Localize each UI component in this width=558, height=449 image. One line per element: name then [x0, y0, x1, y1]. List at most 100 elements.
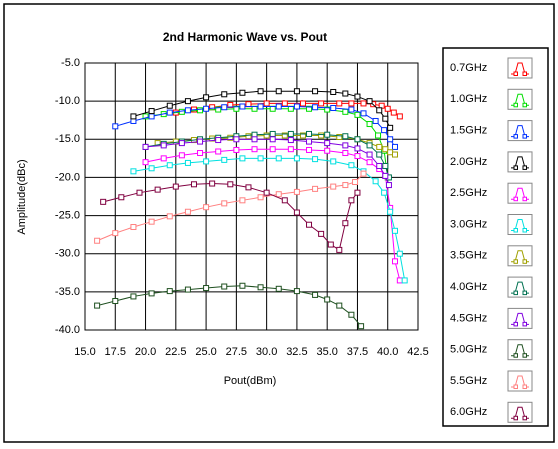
data-point — [391, 143, 398, 150]
data-point — [227, 134, 234, 141]
data-point — [385, 182, 392, 189]
data-point — [269, 130, 276, 137]
y-axis-label: Amplitude(dBc) — [16, 159, 28, 234]
data-point — [324, 147, 331, 154]
data-point — [382, 172, 389, 179]
data-point — [221, 156, 228, 163]
data-point — [376, 162, 383, 169]
legend-label: 2.0GHz — [450, 156, 487, 168]
data-point — [100, 198, 107, 205]
data-point — [306, 138, 313, 145]
legend-icon-marker — [513, 384, 518, 389]
data-point — [178, 152, 185, 159]
legend-icon-marker — [522, 290, 527, 296]
data-point — [330, 105, 337, 112]
data-point — [306, 105, 313, 112]
data-point — [382, 162, 389, 169]
data-point — [330, 158, 337, 165]
data-point — [215, 148, 222, 155]
data-point — [118, 194, 125, 201]
data-point — [360, 100, 367, 107]
data-point — [287, 130, 294, 137]
data-point — [130, 168, 137, 175]
data-point — [275, 103, 282, 110]
data-point — [184, 98, 191, 105]
legend-icon-marker — [513, 165, 518, 170]
y-tick-label: -20.0 — [55, 171, 80, 183]
data-point — [352, 179, 359, 186]
legend-icon-marker — [522, 321, 527, 327]
data-point — [342, 90, 349, 97]
data-point — [221, 283, 228, 290]
legend-icon-marker — [513, 102, 518, 108]
legend-label: 4.0GHz — [450, 281, 487, 293]
data-point — [160, 142, 167, 149]
data-point — [239, 155, 246, 162]
data-point — [203, 158, 210, 165]
legend-label: 3.0GHz — [450, 218, 487, 230]
data-point — [293, 155, 300, 162]
data-point — [318, 230, 325, 237]
data-point — [215, 137, 222, 144]
data-point — [342, 108, 349, 115]
data-point — [330, 183, 337, 190]
data-point — [376, 107, 383, 114]
data-point — [318, 132, 325, 139]
data-point — [401, 277, 408, 284]
x-tick-label: 15.0 — [74, 346, 95, 358]
x-tick-label: 30.0 — [256, 346, 277, 358]
data-point — [336, 246, 343, 253]
data-point — [376, 143, 383, 150]
x-tick-label: 25.0 — [195, 346, 216, 358]
data-point — [190, 181, 197, 188]
data-point — [148, 218, 155, 225]
data-point — [142, 143, 149, 150]
x-tick-label: 32.5 — [286, 346, 307, 358]
data-point — [336, 100, 343, 107]
data-point — [318, 100, 325, 107]
data-point — [233, 136, 240, 143]
legend-icon-marker — [513, 290, 518, 296]
data-point — [197, 107, 204, 114]
data-point — [245, 101, 252, 108]
data-point — [354, 153, 361, 160]
y-tick-label: -30.0 — [55, 248, 80, 260]
data-point — [281, 132, 288, 139]
legend-icon-box — [507, 57, 533, 79]
legend-icon-box — [507, 339, 533, 361]
data-point — [239, 103, 246, 110]
data-point — [257, 103, 264, 110]
legend-icon-marker — [513, 134, 518, 139]
data-point — [263, 132, 270, 139]
legend-icon-marker — [513, 228, 518, 233]
data-point — [154, 186, 161, 193]
legend-icon-marker — [522, 353, 527, 358]
data-point — [94, 302, 101, 309]
data-point — [324, 131, 331, 138]
data-point — [287, 137, 294, 144]
data-point — [275, 285, 282, 292]
data-point — [299, 132, 306, 139]
x-tick-label: 35.0 — [316, 346, 337, 358]
legend-icon-marker — [513, 196, 518, 202]
data-point — [251, 136, 258, 143]
x-tick-label: 27.5 — [226, 346, 247, 358]
data-point — [342, 142, 349, 149]
y-tick-label: -10.0 — [55, 95, 80, 107]
data-point — [130, 293, 137, 300]
chart-title: 2nd Harmonic Wave vs. Pout — [163, 30, 327, 44]
data-point — [130, 224, 137, 231]
data-point — [197, 138, 204, 145]
data-point — [366, 142, 373, 149]
data-point — [203, 105, 210, 112]
legend-icon-box — [507, 214, 533, 235]
data-point — [348, 197, 355, 204]
data-point — [354, 111, 361, 118]
data-point — [391, 151, 398, 158]
data-point — [324, 296, 331, 303]
data-point — [275, 155, 282, 162]
data-point — [312, 185, 319, 192]
data-point — [130, 113, 137, 120]
data-point — [330, 88, 337, 95]
legend-icon-box — [507, 307, 533, 329]
